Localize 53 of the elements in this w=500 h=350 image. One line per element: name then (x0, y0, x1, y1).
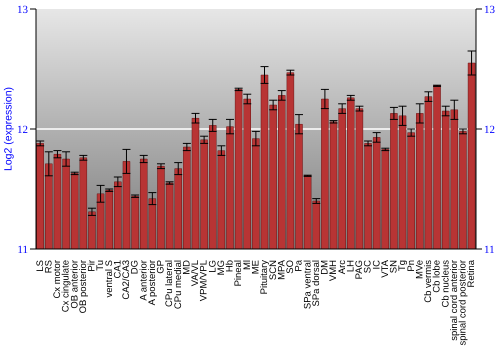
x-tick-label: OB anterior (69, 260, 80, 309)
x-tick-label: VTA (380, 259, 391, 278)
x-tick-label: A posterior (146, 260, 158, 306)
x-tick-label: SCN (268, 260, 279, 280)
x-tick-label: CA1 (112, 260, 124, 278)
x-tick-label: Pineal (233, 260, 244, 286)
x-tick-label: Cb lobe (432, 260, 443, 293)
x-tick-label: SPa ventral (302, 260, 314, 310)
x-tick-label: Ml (242, 260, 253, 270)
x-tick-label: ventral S (104, 260, 115, 298)
x-tick-label: CPu lateral (164, 260, 176, 307)
x-tick-label: Pituitary (259, 260, 270, 294)
x-tick-label: DG (130, 260, 141, 274)
x-tick-label: Pir (86, 260, 98, 272)
x-tick-label: MPA (276, 259, 288, 280)
x-tick-label: MD (181, 260, 192, 275)
x-tick-label: Arc (336, 260, 348, 274)
x-tick-label: Cx cingulate (60, 260, 72, 312)
y-tick-label: 13 (17, 4, 28, 16)
x-tick-label: Pn (406, 260, 417, 272)
x-tick-label: Tg (397, 260, 408, 272)
x-tick-label: Hb (224, 260, 236, 272)
x-tick-label: IC (371, 260, 382, 270)
x-tick-label: ME (250, 260, 262, 274)
x-tick-label: GP (156, 260, 167, 274)
x-tick-label: DM (320, 260, 331, 275)
x-tick-label: Cb nucleus (440, 260, 452, 308)
y-tick-label: 11 (17, 244, 28, 256)
y-axis-title: Log2 (expression) (2, 86, 15, 172)
x-tick-label: OB posterior (78, 260, 89, 314)
y2-tick-label: 11 (484, 244, 495, 256)
x-tick-label: spinal cord posterior (458, 260, 469, 346)
x-tick-label: spinal cord anterior (448, 260, 460, 341)
x-tick-label: Pa (294, 259, 305, 272)
x-tick-label: Retina (466, 259, 478, 288)
x-tick-label: RS (43, 260, 54, 274)
y2-tick-label: 13 (484, 4, 496, 16)
x-tick-label: SPa dorsal (310, 260, 322, 306)
x-tick-label: SO (285, 260, 296, 274)
x-tick-label: LS (34, 260, 46, 272)
x-tick-label: LG (207, 260, 218, 273)
y2-tick-label: 12 (484, 124, 495, 136)
x-tick-label: VMH (328, 260, 340, 282)
x-tick-label: MG (216, 260, 227, 276)
x-tick-label: MVe (414, 260, 426, 280)
x-tick-label: Tu (95, 260, 106, 271)
x-tick-label: VPM/VPL (198, 260, 210, 302)
x-tick-label: SN (388, 260, 400, 274)
y-tick-label: 12 (17, 124, 28, 136)
x-tick-label: CPu medial (172, 260, 184, 310)
x-tick-label: SC (362, 260, 374, 274)
x-tick-label: LH (345, 260, 356, 272)
x-tick-label: A anterior (138, 260, 150, 301)
